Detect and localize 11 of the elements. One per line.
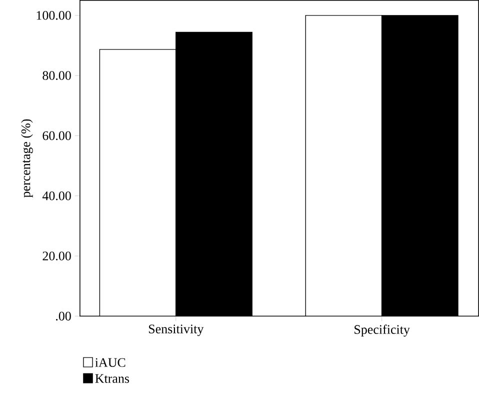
x-tick-label: Sensitivity xyxy=(148,324,204,336)
x-tick-label: Specificity xyxy=(354,324,410,337)
y-tick-label: 60.00 xyxy=(42,131,71,140)
y-axis-title: percentage (%) xyxy=(21,119,33,198)
y-tick-label: .00 xyxy=(56,312,71,321)
y-tick-label: 40.00 xyxy=(42,191,71,200)
legend-label: iAUC xyxy=(95,358,126,367)
y-tick-label: 20.00 xyxy=(42,252,71,260)
y-tick-label: 80.00 xyxy=(42,71,71,80)
y-tick-label: 100.00 xyxy=(36,10,71,20)
legend-label: Ktrans xyxy=(95,374,130,383)
